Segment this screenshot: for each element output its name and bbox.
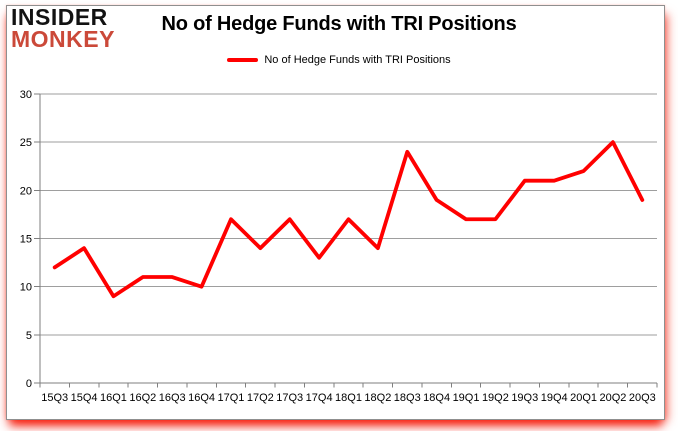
logo-line-insider: INSIDER (11, 4, 108, 30)
logo-line-monkey: MONKEY (11, 26, 115, 52)
x-axis-tick-label: 17Q3 (276, 392, 303, 404)
chart-title: No of Hedge Funds with TRI Positions (161, 13, 517, 35)
y-axis-tick-label: 30 (20, 89, 32, 101)
legend-line-swatch (227, 58, 259, 62)
legend-label: No of Hedge Funds with TRI Positions (264, 54, 451, 66)
x-axis-tick-label: 20Q3 (629, 392, 656, 404)
x-axis-tick-label: 19Q1 (453, 392, 480, 404)
y-axis-tick-label: 20 (20, 185, 32, 197)
x-axis-tick-label: 18Q2 (364, 392, 391, 404)
x-axis-tick-label: 19Q3 (511, 392, 538, 404)
legend: No of Hedge Funds with TRI Positions (0, 54, 678, 66)
x-axis-tick-label: 18Q4 (423, 392, 450, 404)
x-axis-tick-label: 16Q2 (129, 392, 156, 404)
x-axis-tick-label: 19Q4 (541, 392, 568, 404)
x-axis-tick-label: 18Q3 (394, 392, 421, 404)
x-axis-tick-label: 15Q4 (71, 392, 98, 404)
x-axis-tick-label: 18Q1 (335, 392, 362, 404)
chart-card (6, 5, 665, 420)
y-axis-tick-label: 15 (20, 234, 32, 246)
x-axis-tick-label: 20Q1 (570, 392, 597, 404)
series-line (52, 140, 645, 299)
x-axis-tick-label: 17Q4 (306, 392, 333, 404)
x-axis-tick-label: 16Q3 (159, 392, 186, 404)
y-axis-tick-label: 10 (20, 282, 32, 294)
x-axis-tick-label: 15Q3 (41, 392, 68, 404)
insider-monkey-logo: INSIDER MONKEY (11, 4, 115, 52)
x-axis-tick-label: 20Q2 (599, 392, 626, 404)
y-axis-tick-label: 0 (26, 378, 32, 390)
x-axis-tick-label: 16Q4 (188, 392, 215, 404)
x-axis-tick-label: 16Q1 (100, 392, 127, 404)
y-axis-tick-label: 25 (20, 137, 32, 149)
x-axis-tick-label: 19Q2 (482, 392, 509, 404)
x-axis-tick-label: 17Q2 (247, 392, 274, 404)
x-axis-tick-label: 17Q1 (218, 392, 245, 404)
y-axis-tick-label: 5 (26, 330, 32, 342)
